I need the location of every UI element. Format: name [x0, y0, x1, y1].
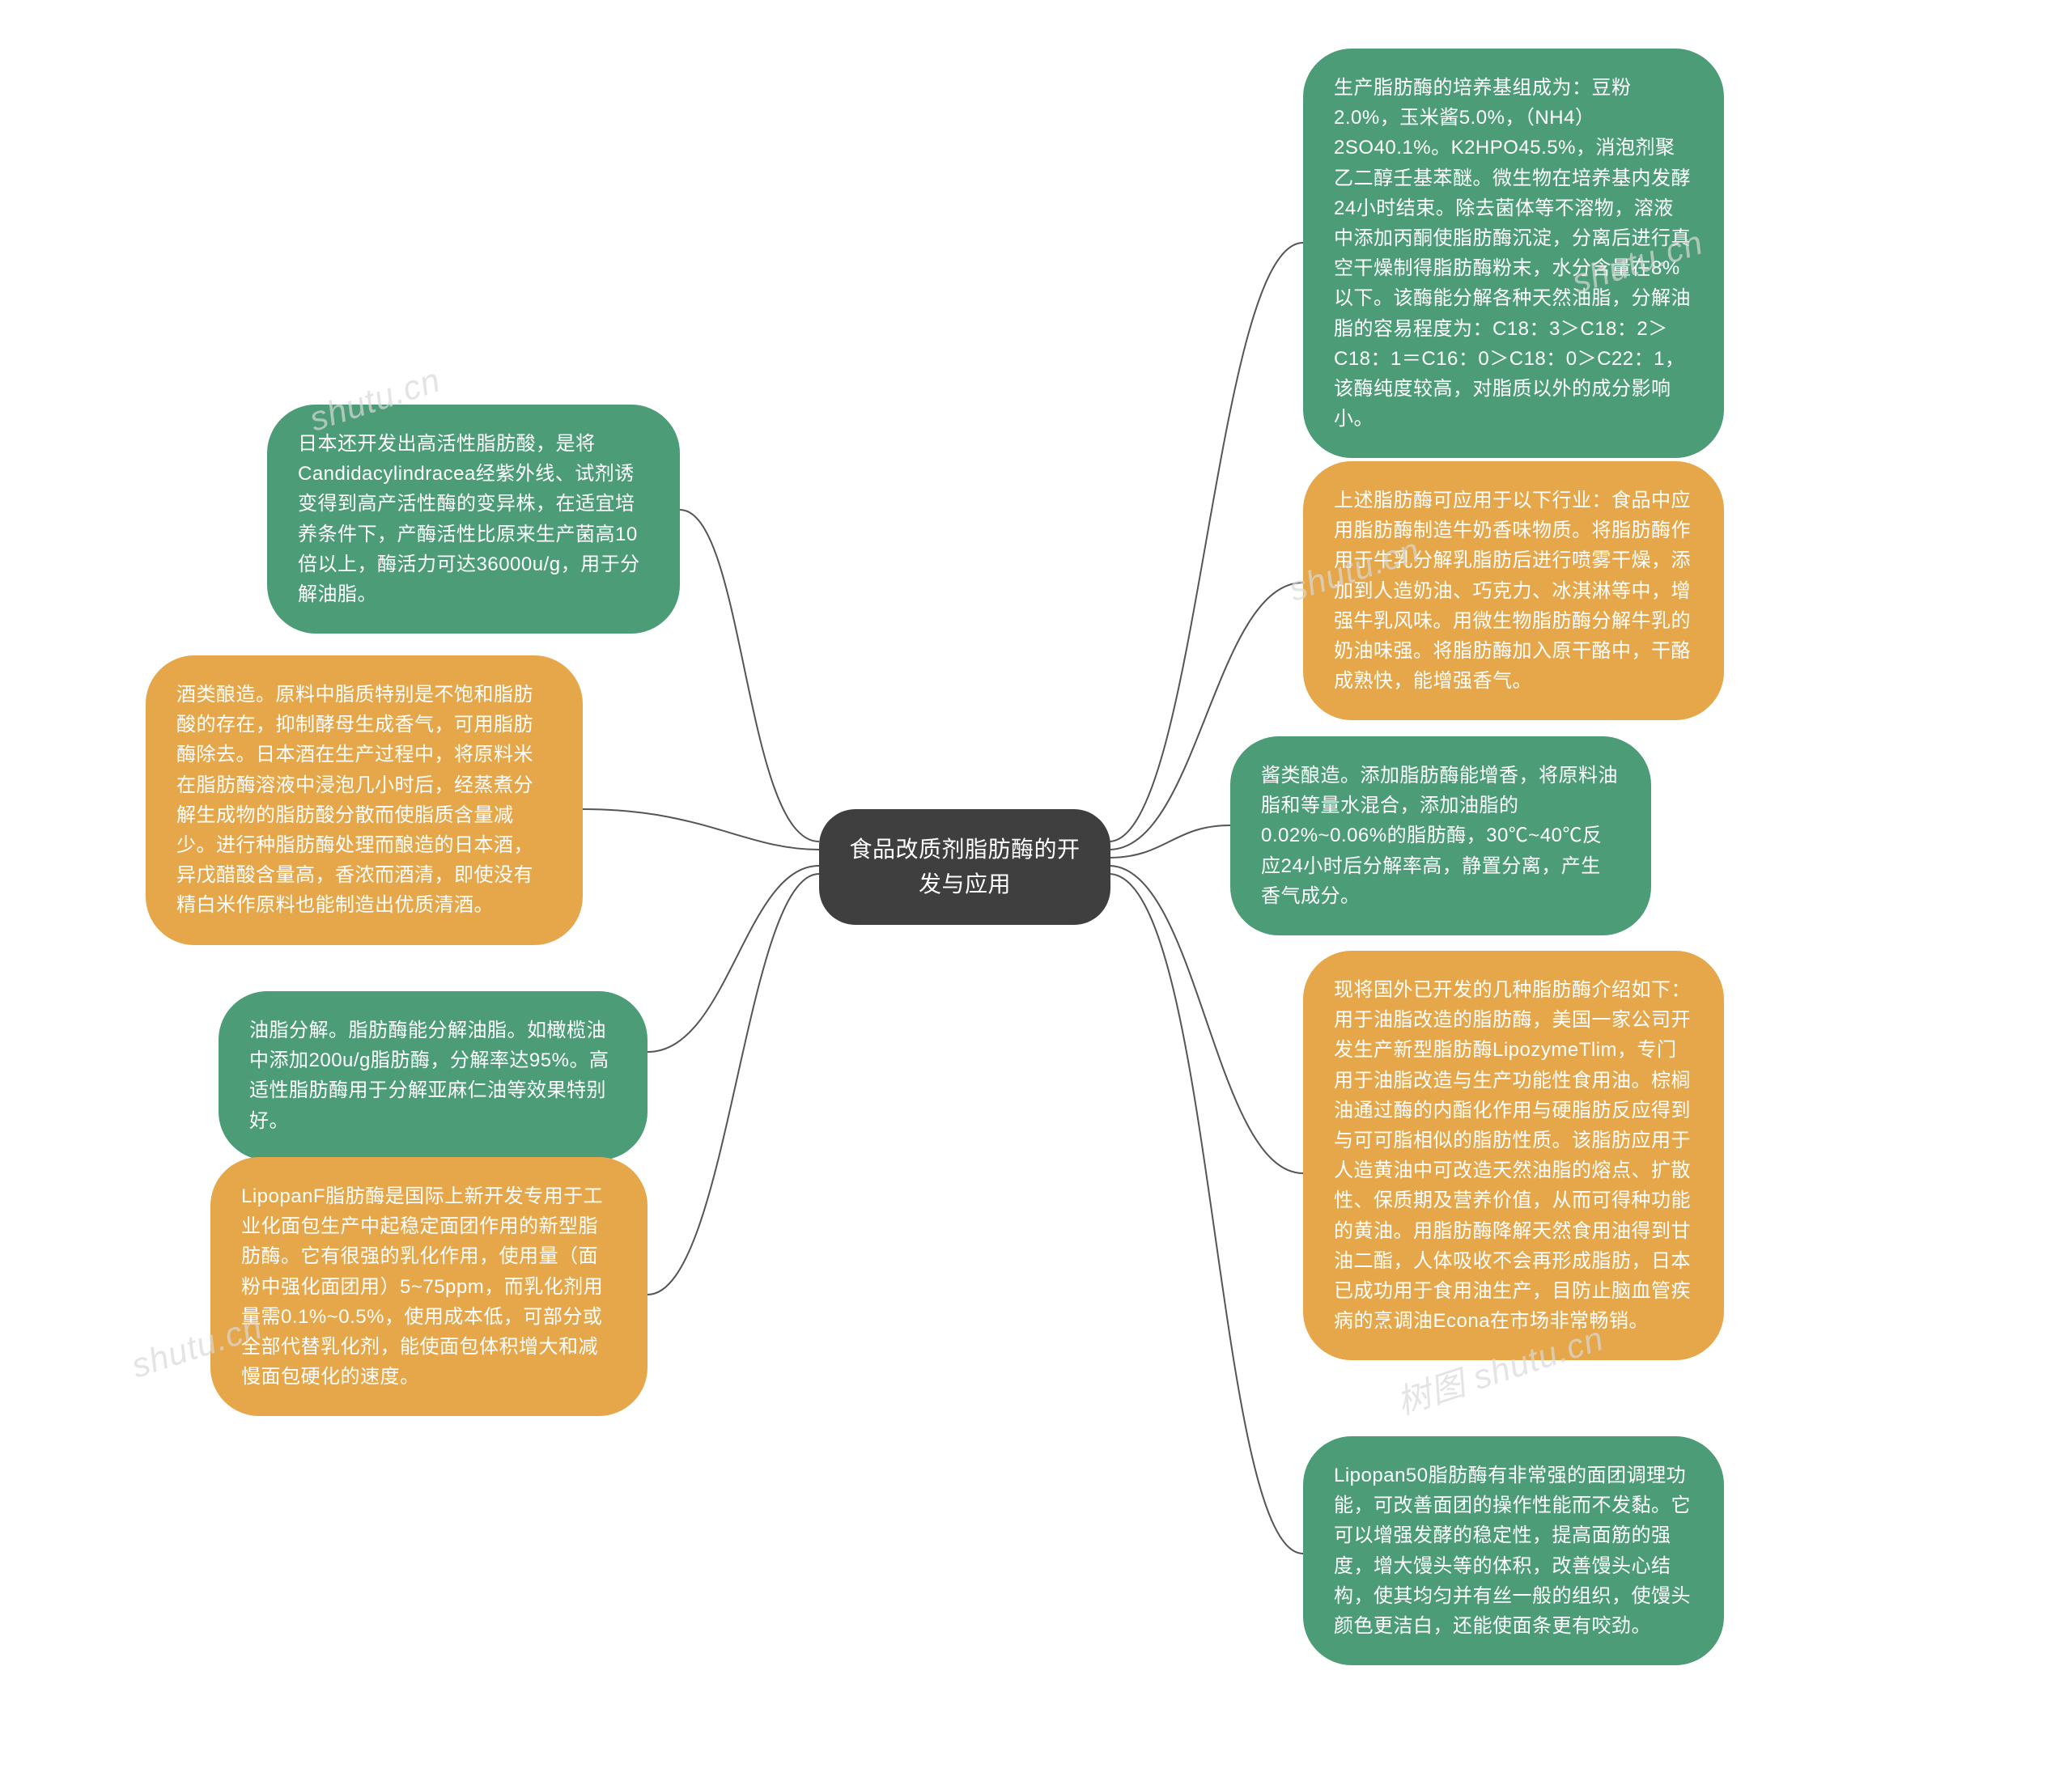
- center-node: 食品改质剂脂肪酶的开发与应用: [819, 809, 1110, 925]
- edge-l1: [680, 510, 819, 842]
- branch-node-l2: 酒类酿造。原料中脂质特别是不饱和脂肪酸的存在，抑制酵母生成香气，可用脂肪酶除去。…: [146, 655, 583, 945]
- branch-node-r4: 现将国外已开发的几种脂肪酶介绍如下： 用于油脂改造的脂肪酶，美国一家公司开发生产…: [1303, 951, 1724, 1360]
- edge-l3: [648, 866, 819, 1052]
- edge-l2: [583, 809, 819, 850]
- edge-r3: [1109, 825, 1230, 858]
- branch-node-r3: 酱类酿造。添加脂肪酶能增香，将原料油脂和等量水混合，添加油脂的0.02%~0.0…: [1230, 736, 1651, 935]
- branch-node-l3: 油脂分解。脂肪酶能分解油脂。如橄榄油中添加200u/g脂肪酶，分解率达95%。高…: [219, 991, 648, 1160]
- branch-node-l1: 日本还开发出高活性脂肪酸，是将Candidacylindracea经紫外线、试剂…: [267, 405, 680, 634]
- branch-node-r1: 生产脂肪酶的培养基组成为：豆粉2.0%，玉米酱5.0%，（NH4）2SO40.1…: [1303, 49, 1724, 458]
- branch-node-r5: Lipopan50脂肪酶有非常强的面团调理功能，可改善面团的操作性能而不发黏。它…: [1303, 1436, 1724, 1665]
- edge-r5: [1109, 874, 1303, 1554]
- branch-node-r2: 上述脂肪酶可应用于以下行业：食品中应用脂肪酶制造牛奶香味物质。将脂肪酶作用于牛乳…: [1303, 461, 1724, 720]
- edge-l4: [648, 874, 819, 1295]
- branch-node-l4: LipopanF脂肪酶是国际上新开发专用于工业化面包生产中起稳定面团作用的新型脂…: [210, 1157, 648, 1416]
